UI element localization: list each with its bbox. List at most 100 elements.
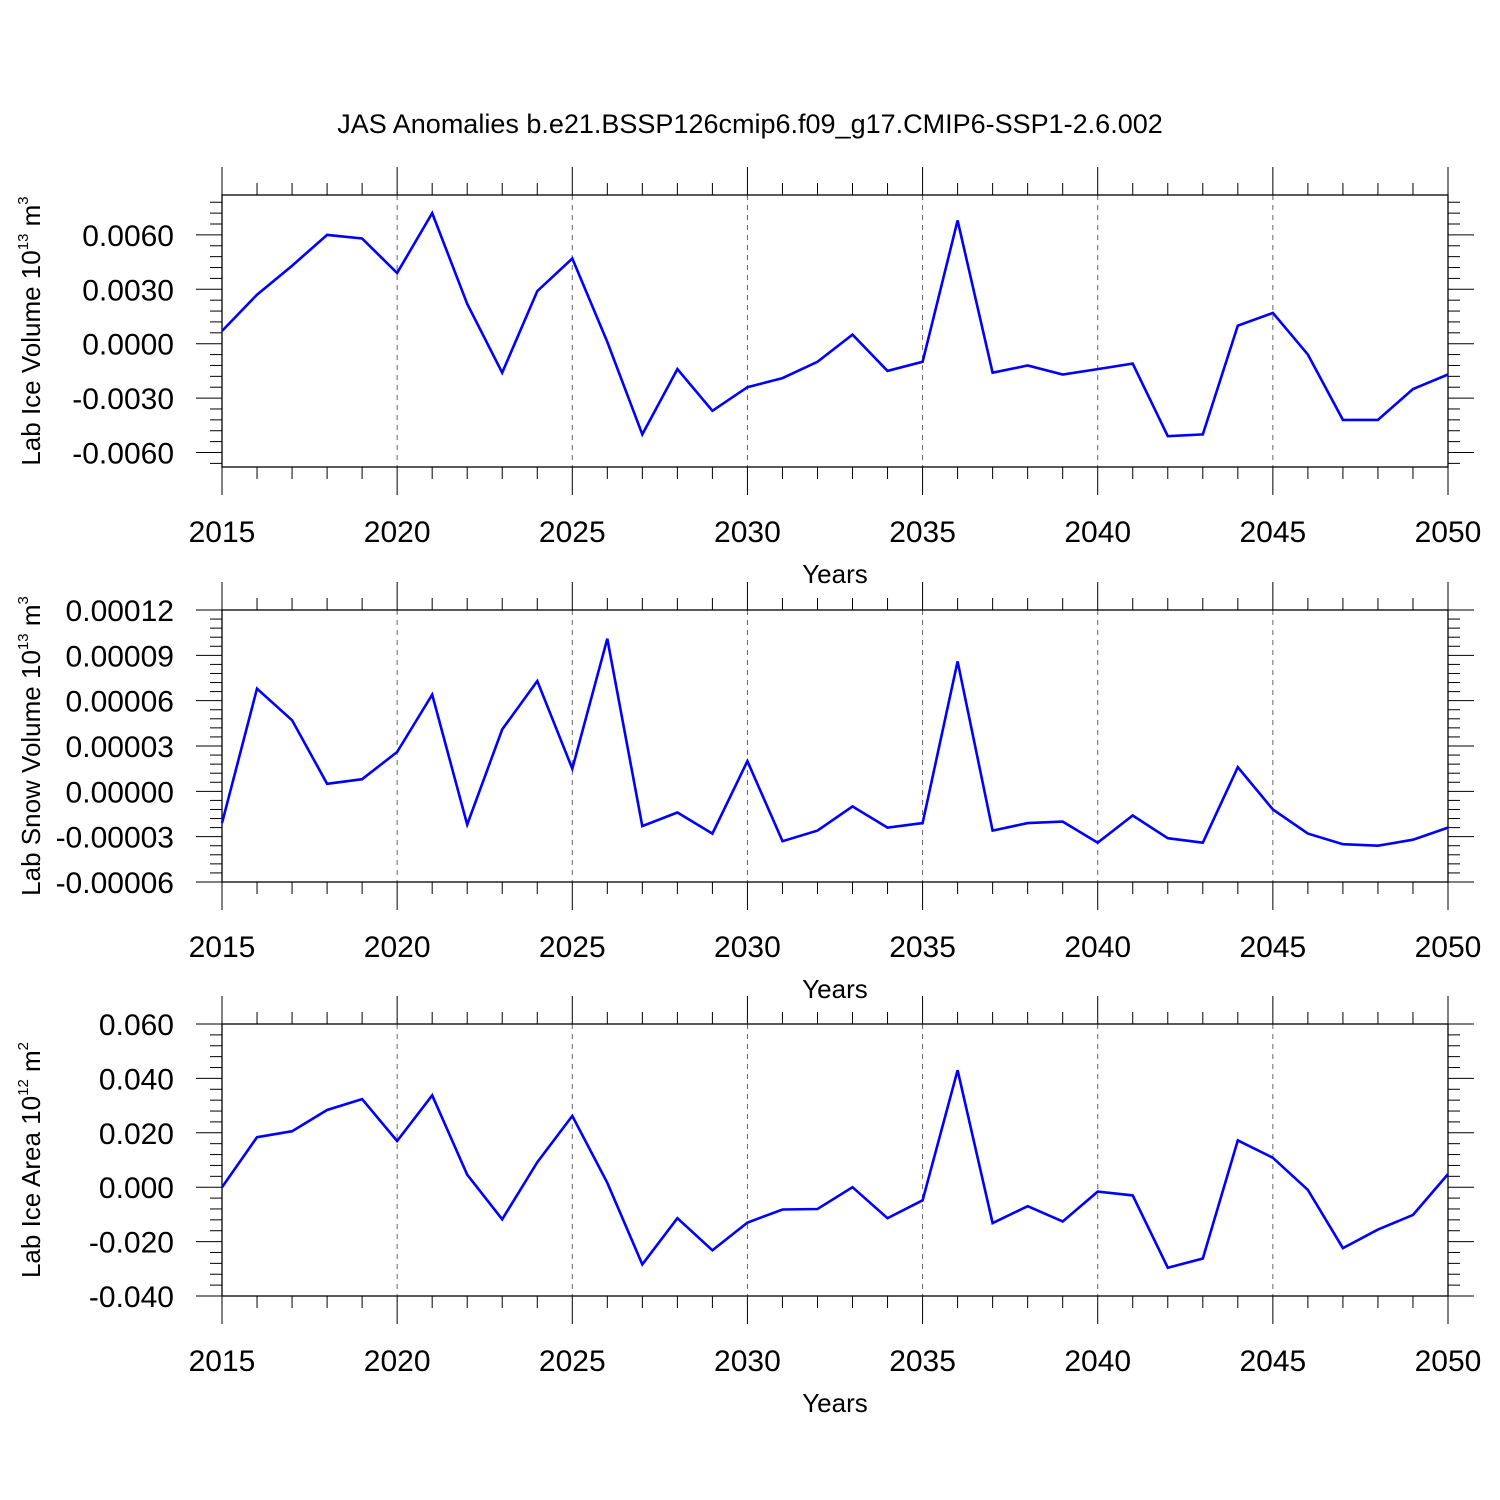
data-point [465, 1172, 470, 1177]
x-tick-label: 2040 [1064, 931, 1131, 964]
y-tick-label: -0.040 [89, 1281, 174, 1314]
y-tick-label: 0.00009 [66, 640, 174, 673]
x-tick-label: 2045 [1239, 1345, 1306, 1378]
y-tick-label: 0.040 [99, 1063, 174, 1096]
data-point [1235, 1138, 1240, 1143]
y-tick-label: -0.020 [89, 1227, 174, 1260]
y-axis-label-superscript: 13 [15, 234, 32, 251]
data-point [430, 1093, 435, 1098]
data-point [1270, 807, 1275, 812]
data-point [325, 1107, 330, 1112]
data-point [745, 759, 750, 764]
y-tick-label: 0.00003 [66, 731, 174, 764]
data-point [430, 211, 435, 216]
data-point [640, 432, 645, 437]
x-tick-label: 2045 [1239, 931, 1306, 964]
data-point [500, 1217, 505, 1222]
y-tick-label: 0.060 [99, 1009, 174, 1042]
y-tick-label: -0.0060 [72, 437, 174, 470]
data-point [640, 824, 645, 829]
data-point [920, 1198, 925, 1203]
data-point [710, 831, 715, 836]
data-point [255, 686, 260, 691]
y-axis-label: Lab Ice Volume 1013 m3 [15, 196, 46, 465]
y-tick-label: 0.00006 [66, 686, 174, 719]
data-point [920, 359, 925, 364]
data-point [325, 232, 330, 237]
data-point [290, 1129, 295, 1134]
data-point [850, 1185, 855, 1190]
panels: -0.0060 -0.0030 0.0000 0.0030 0.0060 2015 2020… [15, 167, 1481, 1418]
data-point [360, 1097, 365, 1102]
data-point [1235, 765, 1240, 770]
data-point [1025, 1204, 1030, 1209]
data-point [1270, 310, 1275, 315]
y-tick-label: 0.00012 [66, 595, 174, 628]
data-point [710, 408, 715, 413]
series-line [220, 638, 1449, 848]
data-point [1410, 1212, 1415, 1217]
x-tick-label: 2035 [889, 931, 956, 964]
plot-frame [221, 609, 1449, 883]
data-point [1446, 372, 1451, 377]
x-tick-label: 2020 [364, 931, 431, 964]
data-point [955, 659, 960, 664]
data-point [955, 218, 960, 223]
data-point [1095, 367, 1100, 372]
y-tick-label: 0.020 [99, 1118, 174, 1151]
y-tick-label: -0.00006 [56, 867, 174, 900]
x-tick-label: 2030 [714, 516, 781, 549]
y-tick-label: -0.0030 [72, 383, 174, 416]
x-tick-label: 2025 [539, 516, 606, 549]
x-tick-label: 2035 [889, 1345, 956, 1378]
y-axis-label-superscript: 12 [15, 1079, 32, 1096]
x-tick-label: 2030 [714, 1345, 781, 1378]
data-point [1200, 432, 1205, 437]
data-point [535, 679, 540, 684]
data-point [745, 385, 750, 390]
data-point [1270, 1155, 1275, 1160]
data-point [535, 289, 540, 294]
data-point [255, 1135, 260, 1140]
x-axis-label: Years [802, 1388, 868, 1418]
data-point [500, 370, 505, 375]
data-point [1446, 825, 1451, 830]
y-tick-label: 0.000 [99, 1172, 174, 1205]
y-tick-label: 0.0060 [82, 220, 174, 253]
data-point [605, 1180, 610, 1185]
data-point [850, 332, 855, 337]
data-point [220, 821, 225, 826]
data-point [1340, 417, 1345, 422]
data-point [1375, 417, 1380, 422]
data-point [395, 1138, 400, 1143]
data-point [885, 1216, 890, 1221]
data-point [675, 810, 680, 815]
y-tick-label: 0.0030 [82, 274, 174, 307]
data-point [850, 804, 855, 809]
data-point [255, 292, 260, 297]
data-point [1410, 387, 1415, 392]
data-point [1305, 831, 1310, 836]
x-tick-label: 2035 [889, 516, 956, 549]
data-point [640, 1262, 645, 1267]
data-point [955, 1068, 960, 1073]
data-point [1130, 1193, 1135, 1198]
data-point [1200, 840, 1205, 845]
data-point [1340, 842, 1345, 847]
y-axis-label-superscript: 13 [15, 633, 32, 650]
y-axis-label-text: Lab Ice Area 10 [16, 1096, 46, 1278]
data-point [990, 828, 995, 833]
data-point [290, 263, 295, 268]
data-point [395, 750, 400, 755]
plot-frame [221, 194, 1449, 468]
data-point [1410, 837, 1415, 842]
data-point [780, 839, 785, 844]
data-point [1025, 821, 1030, 826]
y-axis-label: Lab Snow Volume 1013 m3 [15, 596, 46, 896]
data-point [1060, 819, 1065, 824]
y-axis-label-superscript: 2 [15, 1042, 32, 1050]
data-point [1060, 1219, 1065, 1224]
data-point [1165, 1265, 1170, 1270]
y-tick-label: 0.00000 [66, 776, 174, 809]
